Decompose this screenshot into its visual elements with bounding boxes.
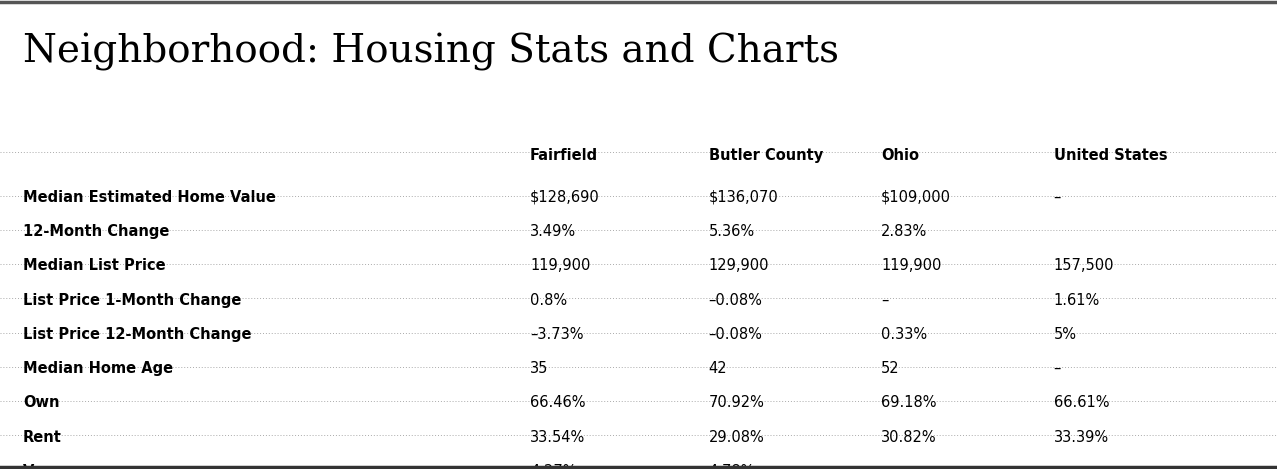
Text: Ohio: Ohio <box>881 148 919 163</box>
Text: $109,000: $109,000 <box>881 190 951 205</box>
Text: 3.49%: 3.49% <box>530 224 576 239</box>
Text: –: – <box>1054 361 1061 376</box>
Text: 129,900: 129,900 <box>709 258 769 273</box>
Text: $136,070: $136,070 <box>709 190 779 205</box>
Text: 119,900: 119,900 <box>881 258 941 273</box>
Text: 29.08%: 29.08% <box>709 430 765 445</box>
Text: 119,900: 119,900 <box>530 258 590 273</box>
Text: 70.92%: 70.92% <box>709 395 765 410</box>
Text: –: – <box>1054 190 1061 205</box>
Text: Butler County: Butler County <box>709 148 822 163</box>
Text: 30.82%: 30.82% <box>881 430 937 445</box>
Text: Vacancy: Vacancy <box>23 464 91 469</box>
Text: 35: 35 <box>530 361 548 376</box>
Text: 4.78%: 4.78% <box>709 464 755 469</box>
Text: 33.39%: 33.39% <box>1054 430 1108 445</box>
Text: 12-Month Change: 12-Month Change <box>23 224 170 239</box>
Text: 0.8%: 0.8% <box>530 293 567 308</box>
Text: 69.18%: 69.18% <box>881 395 936 410</box>
Text: 2.83%: 2.83% <box>881 224 927 239</box>
Text: Own: Own <box>23 395 60 410</box>
Text: United States: United States <box>1054 148 1167 163</box>
Text: 52: 52 <box>881 361 900 376</box>
Text: Median Home Age: Median Home Age <box>23 361 174 376</box>
Text: –0.08%: –0.08% <box>709 327 762 342</box>
Text: 5.36%: 5.36% <box>709 224 755 239</box>
Text: Rent: Rent <box>23 430 61 445</box>
Text: Median List Price: Median List Price <box>23 258 166 273</box>
Text: List Price 1-Month Change: List Price 1-Month Change <box>23 293 241 308</box>
Text: 66.46%: 66.46% <box>530 395 585 410</box>
Text: 42: 42 <box>709 361 728 376</box>
Text: Neighborhood: Housing Stats and Charts: Neighborhood: Housing Stats and Charts <box>23 33 839 71</box>
Text: 1.61%: 1.61% <box>1054 293 1099 308</box>
Text: List Price 12-Month Change: List Price 12-Month Change <box>23 327 252 342</box>
Text: 0.33%: 0.33% <box>881 327 927 342</box>
Text: $128,690: $128,690 <box>530 190 600 205</box>
Text: –3.73%: –3.73% <box>530 327 584 342</box>
Text: 33.54%: 33.54% <box>530 430 585 445</box>
Text: 157,500: 157,500 <box>1054 258 1114 273</box>
Text: 5%: 5% <box>1054 327 1077 342</box>
Text: –: – <box>881 293 889 308</box>
Text: Fairfield: Fairfield <box>530 148 598 163</box>
Text: 66.61%: 66.61% <box>1054 395 1108 410</box>
Text: 4.27%: 4.27% <box>530 464 576 469</box>
Text: Median Estimated Home Value: Median Estimated Home Value <box>23 190 276 205</box>
Text: –0.08%: –0.08% <box>709 293 762 308</box>
